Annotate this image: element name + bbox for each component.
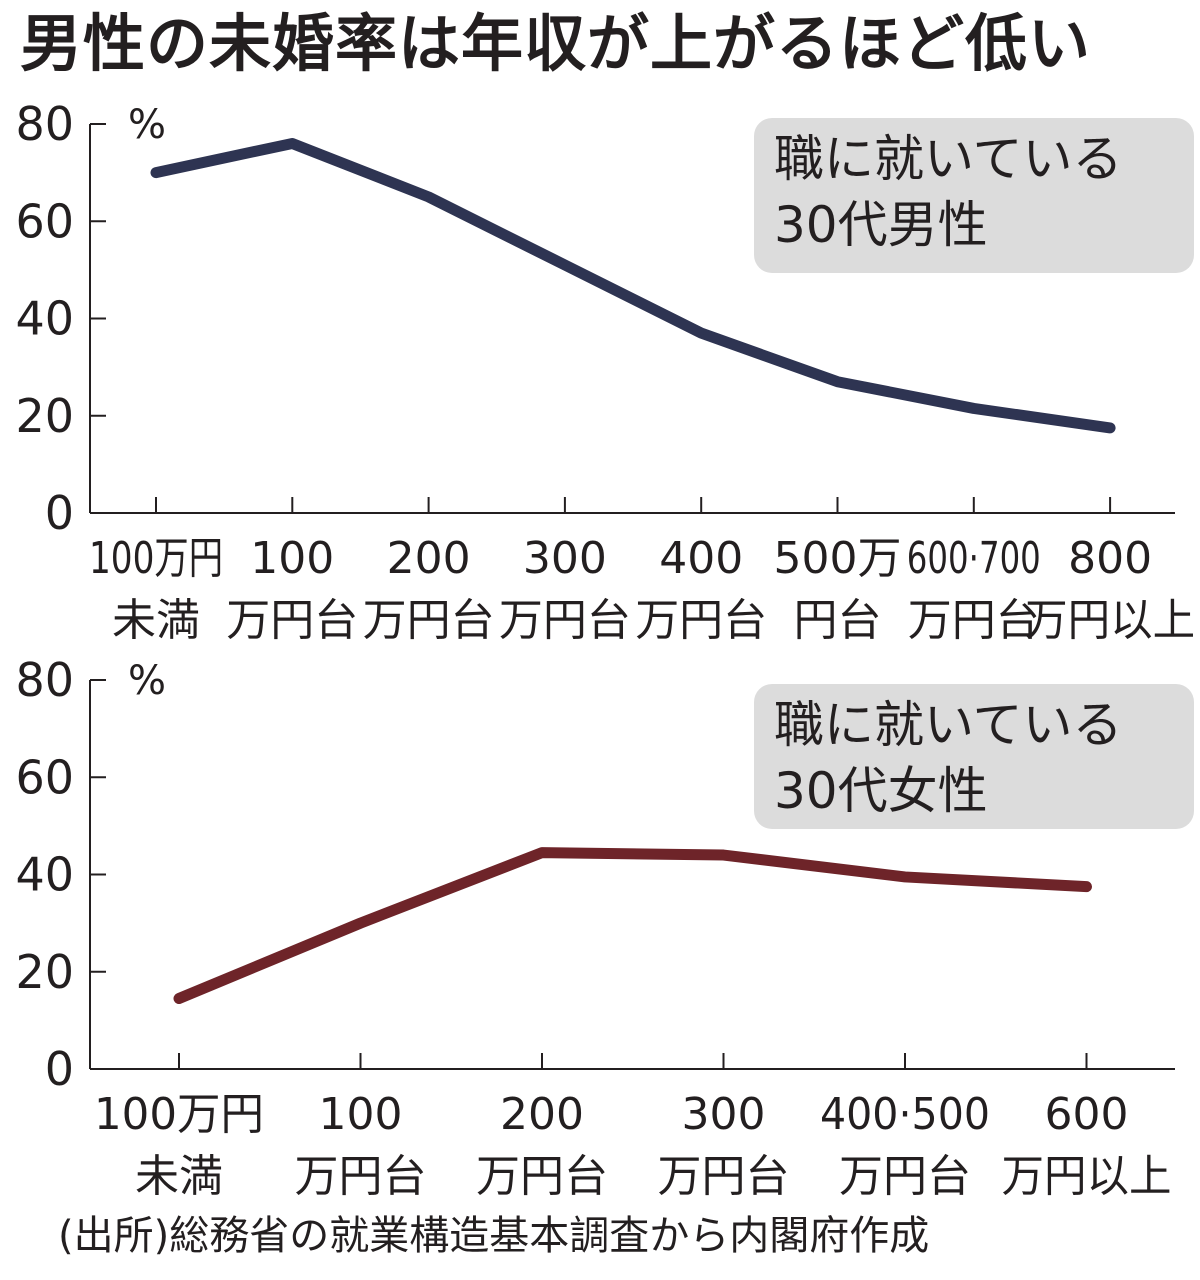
x-tick-label: 300: [523, 533, 607, 584]
x-tick-label: 600: [1045, 1089, 1129, 1140]
source-note: (出所)総務省の就業構造基本調査から内閣府作成: [58, 1213, 930, 1259]
x-tick-label: 100: [250, 533, 334, 584]
x-tick-label: 400: [659, 533, 743, 584]
x-tick-label: 400·500: [820, 1089, 990, 1140]
series-line: [150, 137, 1116, 434]
data-point: [289, 140, 295, 146]
series-line: [173, 847, 1092, 1004]
x-tick-label: 万円以上: [1002, 1151, 1172, 1202]
series-label-text: 職に就いている: [774, 696, 1123, 754]
series-label-box: [754, 684, 1194, 829]
data-point: [971, 405, 977, 411]
chart-title: 男性の未婚率は年収が上がるほど低い: [20, 7, 1092, 80]
x-tick-label: 100: [319, 1089, 403, 1140]
x-tick-label: 600·700: [907, 533, 1041, 584]
data-point: [698, 330, 704, 336]
data-point: [153, 170, 159, 176]
data-point: [1084, 884, 1089, 890]
x-tick-label: 未満: [135, 1151, 223, 1202]
y-tick-label: 60: [15, 194, 74, 248]
y-tick-label: 60: [15, 750, 74, 804]
y-tick-label: 80: [15, 653, 74, 707]
x-tick-label: 万円台: [226, 595, 358, 646]
series-label-box: [754, 118, 1194, 273]
series-label-text: 職に就いている: [774, 130, 1123, 188]
x-tick-label: 200: [387, 533, 471, 584]
y-tick-label: 20: [15, 945, 74, 999]
x-tick-label: 万円台: [363, 595, 495, 646]
data-point: [1107, 425, 1113, 431]
x-tick-label: 100万円: [94, 1089, 264, 1140]
x-tick-label: 未満: [112, 595, 200, 646]
x-tick-label: 500万: [774, 533, 902, 584]
x-tick-label: 万円以上: [1025, 595, 1195, 646]
x-tick-label: 800: [1068, 533, 1152, 584]
data-point: [902, 874, 908, 880]
data-point: [358, 920, 363, 926]
x-tick-label: 万円台: [908, 595, 1040, 646]
y-tick-label: 20: [15, 389, 74, 443]
x-tick-label: 100万円: [89, 533, 223, 584]
y-unit-label: %: [128, 102, 166, 148]
y-tick-label: 0: [45, 1042, 74, 1096]
y-tick-label: 80: [15, 97, 74, 151]
y-tick-label: 40: [15, 292, 74, 346]
y-tick-label: 40: [15, 848, 74, 902]
x-tick-label: 万円台: [635, 595, 767, 646]
x-tick-label: 300: [682, 1089, 766, 1140]
x-tick-label: 万円台: [295, 1151, 427, 1202]
data-point: [721, 852, 726, 858]
x-tick-label: 万円台: [658, 1151, 790, 1202]
series-label-text: 30代男性: [774, 196, 988, 254]
series-label-text: 30代女性: [774, 762, 988, 820]
x-tick-label: 万円台: [499, 595, 631, 646]
x-tick-label: 万円台: [839, 1151, 971, 1202]
y-unit-label: %: [128, 658, 166, 704]
data-point: [539, 850, 545, 856]
data-point: [176, 995, 182, 1001]
y-tick-label: 0: [45, 486, 74, 540]
data-point: [426, 194, 432, 200]
x-tick-label: 万円台: [476, 1151, 608, 1202]
data-point: [835, 379, 840, 385]
data-point: [562, 262, 568, 268]
x-tick-label: 円台: [794, 595, 882, 646]
x-tick-label: 200: [500, 1089, 584, 1140]
